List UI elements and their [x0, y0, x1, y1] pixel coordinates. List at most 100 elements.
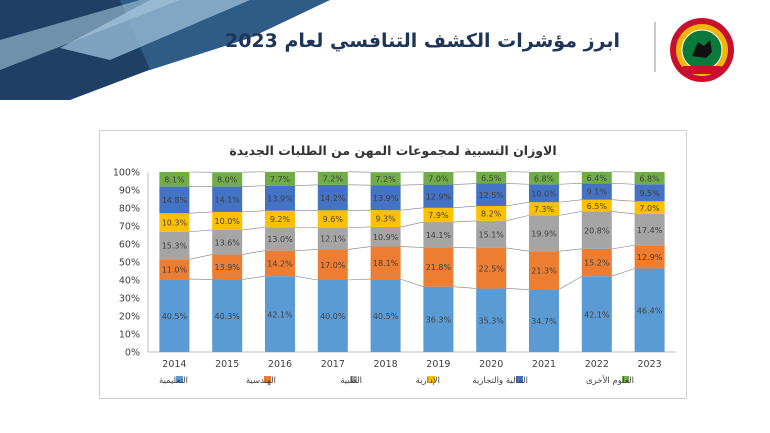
- bar-segment: [634, 172, 665, 185]
- data-label: 42.1%: [267, 310, 293, 319]
- y-tick-label: 80%: [119, 204, 140, 215]
- data-label: 8.0%: [217, 176, 238, 185]
- data-label: 13.0%: [267, 235, 293, 244]
- y-tick-label: 100%: [113, 168, 140, 179]
- series-connector-line: [611, 183, 635, 185]
- bar-segment: [476, 247, 507, 289]
- y-tick-label: 70%: [119, 222, 140, 233]
- legend-label: التعليمية: [159, 376, 188, 386]
- data-label: 6.5%: [481, 174, 502, 183]
- bar-segment: [159, 186, 190, 214]
- series-connector-line: [506, 201, 530, 207]
- bar-segment: [581, 199, 612, 212]
- jordan-emblem-logo-icon: [670, 18, 734, 82]
- data-label: 12.1%: [320, 235, 346, 244]
- data-label: 14.2%: [267, 260, 293, 269]
- bar-segment: [212, 254, 243, 280]
- bar-segment: [317, 210, 348, 228]
- series-connector-line: [506, 183, 530, 185]
- bar-segment: [581, 171, 612, 184]
- series-connector-line: [189, 229, 213, 233]
- header-decoration: [0, 0, 330, 100]
- series-connector-line: [611, 244, 635, 250]
- data-label: 14.2%: [320, 194, 346, 203]
- bar-segment: [634, 245, 665, 269]
- legend-swatch: [622, 376, 629, 383]
- y-tick-label: 60%: [119, 240, 140, 251]
- y-tick-label: 0%: [125, 348, 140, 359]
- data-label: 40.5%: [373, 312, 399, 321]
- series-connector-line: [400, 278, 424, 287]
- data-label: 12.9%: [637, 253, 663, 262]
- bar-segment: [423, 172, 454, 185]
- bar-segment: [159, 172, 190, 187]
- x-tick-label: 2021: [532, 359, 556, 370]
- chart-title: الاوزان النسبية لمجموعات المهن من الطلبا…: [229, 143, 556, 158]
- x-tick-label: 2023: [638, 359, 662, 370]
- x-tick-label: 2018: [374, 359, 398, 370]
- series-connector-line: [347, 278, 371, 281]
- y-tick-label: 10%: [119, 330, 140, 341]
- series-connector-line: [294, 275, 318, 281]
- data-label: 40.0%: [320, 312, 346, 321]
- bar-segment: [317, 171, 348, 185]
- y-tick-label: 40%: [119, 276, 140, 287]
- data-label: 7.3%: [534, 205, 555, 214]
- series-connector-line: [400, 207, 424, 211]
- bar-segment: [423, 286, 454, 352]
- y-tick-label: 90%: [119, 186, 140, 197]
- data-label: 9.2%: [270, 215, 291, 224]
- x-tick-label: 2020: [479, 359, 503, 370]
- data-label: 14.1%: [426, 231, 452, 240]
- x-tick-label: 2015: [215, 359, 239, 370]
- series-connector-line: [453, 205, 477, 209]
- series-connector-line: [506, 247, 530, 252]
- bar-segment: [265, 276, 295, 352]
- bar-segment: [476, 288, 507, 352]
- bar-segment: [370, 246, 401, 280]
- bar-segment: [212, 279, 243, 352]
- bar-segment: [159, 259, 190, 280]
- data-label: 12.5%: [478, 191, 504, 200]
- data-label: 6.5%: [587, 202, 608, 211]
- data-label: 9.5%: [639, 189, 660, 198]
- bar-segment: [159, 279, 190, 352]
- bar-segment: [370, 210, 401, 227]
- data-label: 7.2%: [375, 175, 396, 184]
- data-label: 15.2%: [584, 259, 610, 268]
- series-connector-line: [294, 184, 318, 186]
- bar-segment: [212, 211, 243, 230]
- data-label: 12.9%: [426, 192, 452, 201]
- bar-segment: [317, 249, 348, 280]
- data-label: 13.9%: [373, 194, 399, 203]
- bar-segment: [634, 213, 665, 246]
- bar-segment: [423, 207, 454, 223]
- data-label: 11.0%: [162, 265, 188, 274]
- series-connector-line: [400, 184, 424, 186]
- data-label: 36.3%: [426, 316, 452, 325]
- series-connector-line: [506, 215, 530, 222]
- data-label: 6.8%: [639, 174, 660, 183]
- bar-segment: [476, 171, 507, 184]
- data-label: 10.9%: [373, 233, 399, 242]
- bar-segment: [529, 172, 559, 185]
- data-label: 10.0%: [531, 189, 557, 198]
- data-label: 34.7%: [531, 317, 557, 326]
- legend-label: الإدارية: [416, 376, 440, 386]
- y-tick-label: 30%: [119, 294, 140, 305]
- bar-segment: [476, 183, 507, 207]
- bar-segment: [212, 186, 243, 212]
- bar-segment: [634, 184, 665, 202]
- x-tick-label: 2019: [426, 359, 450, 370]
- data-label: 6.8%: [534, 174, 555, 183]
- series-connector-line: [242, 275, 266, 280]
- legend-label: الطبية: [340, 376, 362, 386]
- data-label: 19.9%: [531, 229, 557, 238]
- series-connector-line: [242, 210, 266, 213]
- series-connector-line: [400, 221, 424, 228]
- data-label: 15.3%: [162, 242, 188, 251]
- data-label: 14.1%: [214, 195, 240, 204]
- data-label: 8.1%: [164, 175, 185, 184]
- data-label: 21.3%: [531, 267, 557, 276]
- bar-segment: [423, 247, 454, 287]
